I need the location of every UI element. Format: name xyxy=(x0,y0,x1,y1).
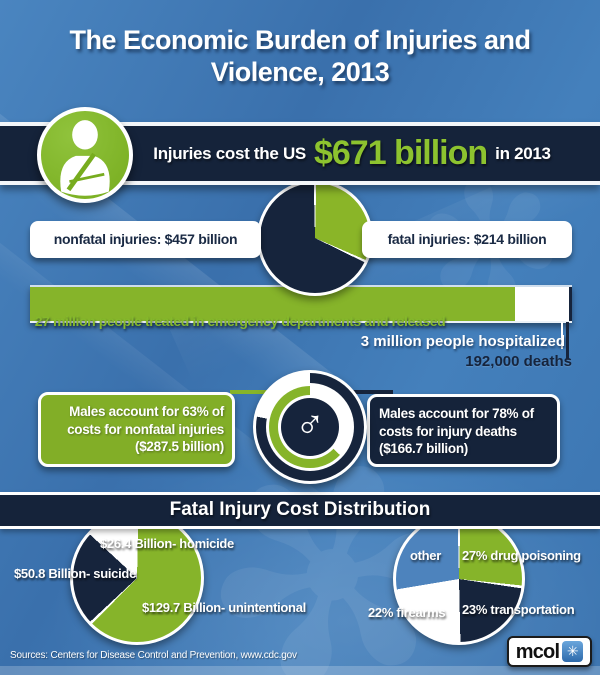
stat-line: ($166.7 billion) xyxy=(379,441,468,457)
stat-line: costs for nonfatal injuries xyxy=(67,421,224,437)
pie-label-transportation: 23% transportation xyxy=(462,602,575,617)
connector-line-green xyxy=(230,390,275,394)
asterisk-icon: ✳ xyxy=(562,641,584,662)
males-nonfatal-stat-box: Males account for 63% of costs for nonfa… xyxy=(38,392,235,467)
hospitalized-tick-line xyxy=(561,322,563,349)
bar-segment-hospitalized xyxy=(514,287,569,321)
injured-person-icon xyxy=(37,107,133,203)
sources-text: Sources: Centers for Disease Control and… xyxy=(10,650,297,661)
injury-outcomes-bar-chart xyxy=(30,285,572,323)
pie-label-suicide: $50.8 Billion- suicide xyxy=(14,566,136,581)
pie-label-unintentional: $129.7 Billion- unintentional xyxy=(142,600,306,615)
deaths-caption: 192,000 deaths xyxy=(465,353,572,370)
bar-segment-emergency xyxy=(30,287,515,321)
stat-line: Males account for 63% of xyxy=(69,404,224,419)
fatal-cost-label: fatal injuries: $214 billion xyxy=(362,221,572,258)
male-symbol-icon: ♂ xyxy=(281,398,339,456)
stat-line: Males account for 78% of xyxy=(379,406,534,421)
emergency-caption: 27 million people treated in emergency d… xyxy=(34,313,446,329)
fatal-cost-pie-percent xyxy=(393,513,525,645)
stat-line: costs for injury deaths xyxy=(379,423,517,439)
hero-amount-text: $671 billion xyxy=(313,134,488,172)
connector-line-navy xyxy=(348,390,393,394)
cost-split-pie-chart xyxy=(257,180,373,296)
title-line-1: The Economic Burden of Injuries and xyxy=(69,25,531,55)
bar-segment-deaths xyxy=(568,287,572,321)
pie-label-firearms: 22% firearms xyxy=(368,605,446,620)
page-title: The Economic Burden of Injuries and Viol… xyxy=(0,24,600,89)
hospitalized-caption: 3 million people hospitalized xyxy=(360,333,565,350)
logo-text: mcol xyxy=(515,640,560,663)
fatal-distribution-header: Fatal Injury Cost Distribution xyxy=(0,492,600,529)
males-deaths-stat-box: Males account for 78% of costs for injur… xyxy=(367,394,560,467)
pie-label-homicide: $26.4 Billion- homicide xyxy=(100,536,234,551)
nonfatal-cost-label: nonfatal injuries: $457 billion xyxy=(30,221,261,258)
hero-prefix-text: Injuries cost the US xyxy=(153,143,306,163)
hero-suffix-text: in 2013 xyxy=(495,143,551,163)
title-line-2: Violence, 2013 xyxy=(210,57,390,88)
deaths-tick-line xyxy=(566,322,569,360)
bottom-edge-strip xyxy=(0,666,600,675)
male-share-donut-chart: ♂ xyxy=(253,370,367,484)
male-symbol-glyph: ♂ xyxy=(295,403,325,447)
pie-label-drug-poisoning: 27% drug poisoning xyxy=(462,548,581,563)
mcol-logo: mcol ✳ xyxy=(507,636,592,667)
stat-line: ($287.5 billion) xyxy=(135,439,224,455)
fatal-cost-pie-dollars xyxy=(70,511,204,645)
pie-label-other: other xyxy=(410,548,442,563)
